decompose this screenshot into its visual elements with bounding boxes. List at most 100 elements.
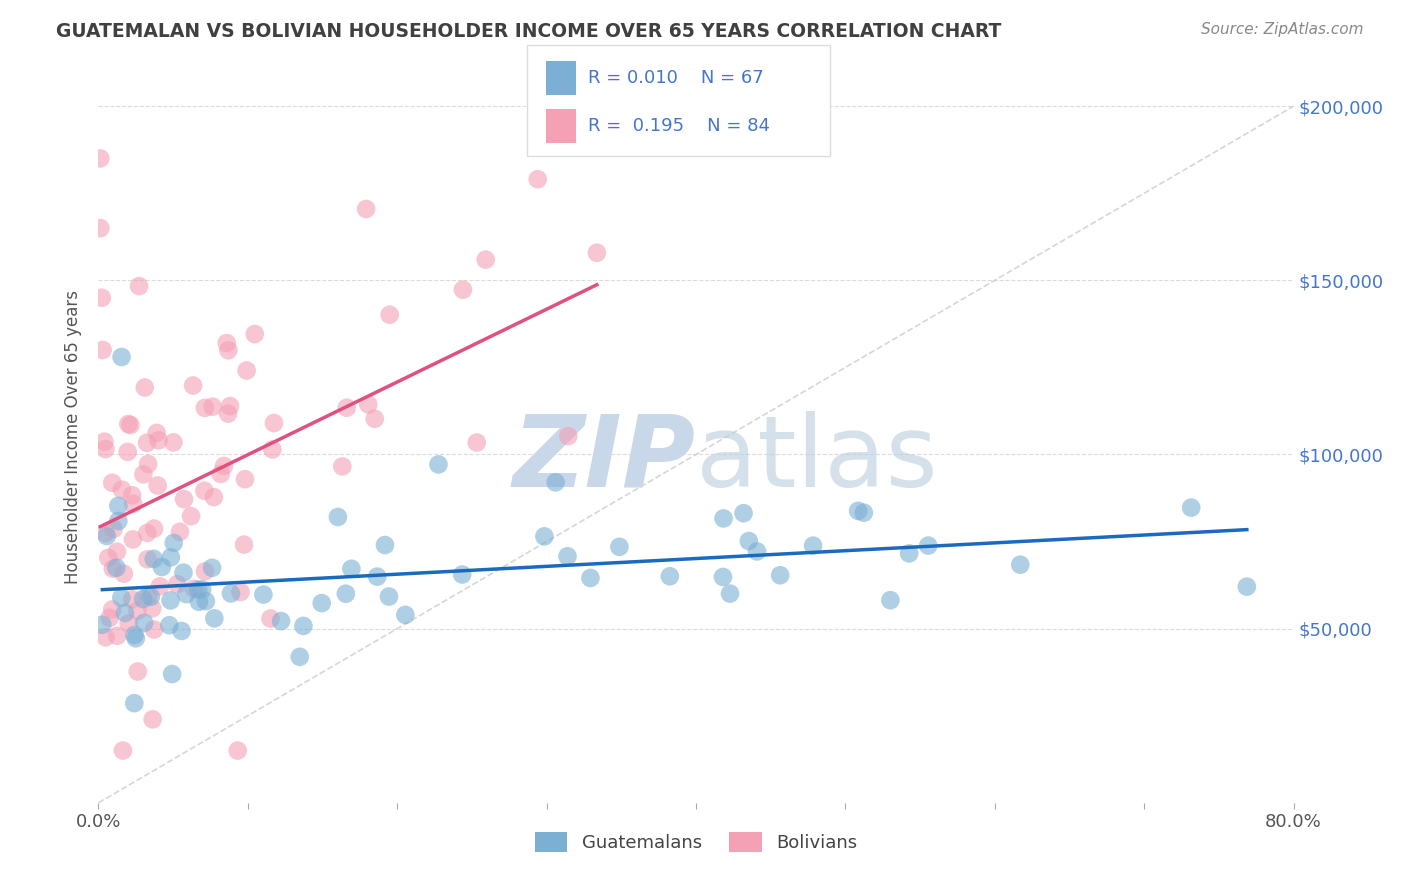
Point [120,417,142,432]
Point [127,604,149,618]
Point [139,590,162,604]
Point [121,488,143,502]
Point [340,562,363,576]
Point [609,540,631,554]
Point [118,616,141,631]
Point [193,483,215,498]
Point [917,539,939,553]
Point [474,252,496,267]
Point [288,649,311,664]
Point [658,569,681,583]
Point [354,202,377,216]
Point [134,380,156,394]
Point [122,497,145,511]
Point [169,524,191,539]
Point [1236,580,1258,594]
Point [136,435,159,450]
Point [124,696,146,710]
Point [105,629,128,643]
Point [105,561,128,575]
Point [94,442,117,456]
Point [586,245,609,260]
Point [217,407,239,421]
Point [187,582,209,597]
Point [194,594,217,608]
Point [262,442,284,457]
Point [142,712,165,726]
Point [898,546,921,560]
Point [557,429,579,443]
Point [374,538,396,552]
Point [132,467,155,482]
Point [98,611,121,625]
Point [101,475,124,490]
Point [357,397,380,411]
Point [852,506,875,520]
Point [96,529,118,543]
Point [879,593,901,607]
Point [117,445,139,459]
Point [526,172,548,186]
Point [292,619,315,633]
Point [122,533,145,547]
Point [101,602,124,616]
Point [159,593,181,607]
Point [101,562,124,576]
Point [107,499,129,513]
Point [465,435,488,450]
Point [364,411,387,425]
Point [173,492,195,507]
Point [718,586,741,600]
Point [136,552,159,566]
Point [733,506,755,520]
Point [212,458,235,473]
Point [579,571,602,585]
Point [235,363,257,377]
Point [142,552,165,566]
Point [107,514,129,528]
Point [202,611,225,625]
Point [132,592,155,607]
Point [801,539,824,553]
Point [110,591,132,605]
Point [117,417,139,431]
Text: R =  0.195    N = 84: R = 0.195 N = 84 [588,117,769,135]
Text: ZIP: ZIP [513,410,696,508]
Point [451,283,474,297]
Point [226,743,249,757]
Point [1010,558,1032,572]
Point [335,587,357,601]
Point [176,587,198,601]
Point [378,308,401,322]
Point [252,588,274,602]
Text: R = 0.010    N = 67: R = 0.010 N = 67 [588,69,763,87]
Point [378,590,401,604]
Point [209,467,232,481]
Point [136,457,159,471]
Point [427,458,450,472]
Point [311,596,333,610]
Point [97,550,120,565]
Point [270,614,292,628]
Text: atlas: atlas [696,410,938,508]
Point [233,538,256,552]
Point [136,525,159,540]
Point [544,475,567,490]
Point [90,291,112,305]
Point [219,586,242,600]
Point [157,618,180,632]
Point [143,623,166,637]
Point [114,606,136,620]
Point [160,667,183,681]
Point [136,589,159,603]
Point [217,343,239,358]
Point [201,400,224,414]
Text: GUATEMALAN VS BOLIVIAN HOUSEHOLDER INCOME OVER 65 YEARS CORRELATION CHART: GUATEMALAN VS BOLIVIAN HOUSEHOLDER INCOM… [56,22,1001,41]
Y-axis label: Householder Income Over 65 years: Householder Income Over 65 years [65,290,83,584]
Point [89,152,111,166]
Point [229,585,252,599]
Point [846,504,869,518]
Point [711,570,734,584]
Point [143,522,166,536]
Point [103,522,125,536]
